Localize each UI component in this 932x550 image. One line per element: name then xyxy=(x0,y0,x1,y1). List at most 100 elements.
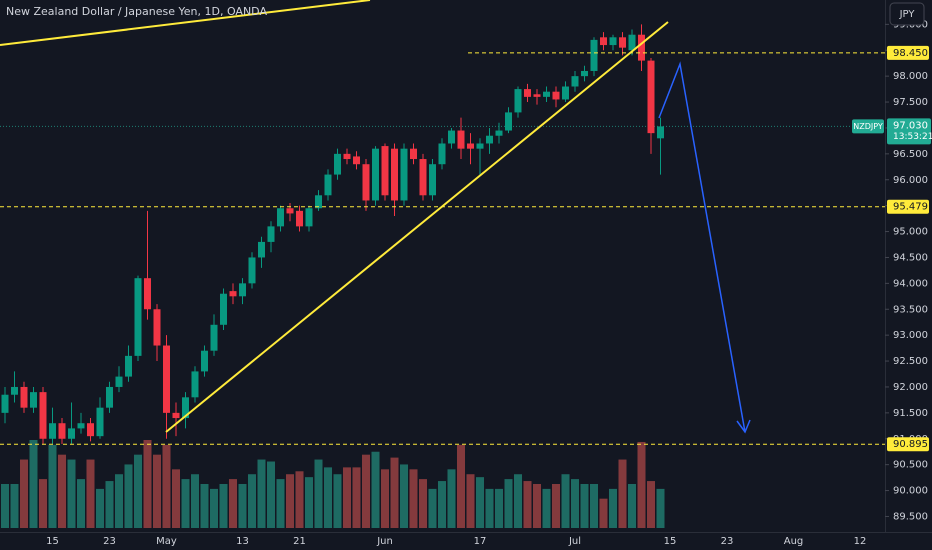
volume-bar xyxy=(305,477,313,528)
volume-bar xyxy=(343,467,351,528)
level-label-box xyxy=(887,437,929,452)
volume-bar xyxy=(637,441,646,528)
volume-bar xyxy=(314,459,323,528)
symbol-label: NZDJPY xyxy=(853,122,883,131)
arrow-head xyxy=(736,419,751,434)
candle-body xyxy=(267,226,275,242)
volume-bar xyxy=(143,440,152,528)
chart-title: New Zealand Dollar / Japanese Yen, 1D, O… xyxy=(6,5,267,18)
candle-body xyxy=(419,159,427,196)
x-tick-label: 13 xyxy=(236,536,249,547)
volume-bar xyxy=(229,479,237,528)
volume-bar xyxy=(105,481,114,528)
candle-body xyxy=(467,143,474,149)
x-tick-label: 15 xyxy=(46,536,59,547)
candle-body xyxy=(163,345,170,413)
projection-arrow xyxy=(658,61,746,433)
volume-bar xyxy=(400,464,408,528)
volume-bar xyxy=(523,481,532,528)
candle-body xyxy=(609,37,617,46)
volume-bar xyxy=(495,488,503,528)
candle-body xyxy=(125,355,132,377)
x-tick-label: 23 xyxy=(721,536,734,547)
currency-button[interactable] xyxy=(889,2,925,26)
volume-bar xyxy=(609,488,617,528)
y-tick-label: 90.000 xyxy=(893,486,928,497)
candle-body xyxy=(20,386,28,408)
trend-line xyxy=(0,0,371,46)
candle-body xyxy=(438,143,446,165)
candle-body xyxy=(448,130,455,144)
candle-body xyxy=(647,60,655,134)
volume-bar xyxy=(219,484,228,528)
candle-body xyxy=(11,386,18,395)
volume-bar xyxy=(115,474,123,528)
candle-body xyxy=(315,195,322,209)
y-tick-label: 92.000 xyxy=(893,382,928,393)
y-tick-label: 96.000 xyxy=(893,175,928,186)
candle-body xyxy=(182,397,189,419)
volume-bar xyxy=(210,488,218,528)
volume-bar xyxy=(324,467,332,528)
volume-bar xyxy=(447,469,456,528)
volume-bar xyxy=(295,471,304,528)
y-tick-label: 91.500 xyxy=(893,408,928,419)
volume-bar xyxy=(438,481,446,528)
volume-bar xyxy=(267,461,275,528)
candle-body xyxy=(229,291,237,297)
candle-body xyxy=(277,208,284,227)
y-tick-label: 96.500 xyxy=(893,149,928,160)
volume-bar xyxy=(86,459,95,528)
candle-body xyxy=(334,153,341,175)
volume-bar xyxy=(181,479,190,528)
volume-bar xyxy=(162,444,171,528)
candle-body xyxy=(58,423,66,439)
candle-body xyxy=(134,278,142,356)
candle-body xyxy=(49,423,56,439)
y-tick-label: 92.500 xyxy=(893,356,928,367)
y-tick-label: 94.000 xyxy=(893,278,928,289)
last-price-label: 97.030 xyxy=(893,120,928,131)
y-tick-label: 95.000 xyxy=(893,227,928,238)
candle-body xyxy=(144,278,151,310)
candle-body xyxy=(495,130,503,136)
candle-body xyxy=(505,112,512,131)
candle-body xyxy=(543,91,550,97)
volume-bar xyxy=(191,474,199,528)
volume-bar xyxy=(561,474,570,528)
candle-body xyxy=(590,39,598,71)
volume-bar xyxy=(10,484,19,528)
candle-body xyxy=(372,148,379,201)
volume-bar xyxy=(134,454,142,528)
candle-body xyxy=(220,293,227,325)
y-tick-label: 97.500 xyxy=(893,97,928,108)
volume-bar xyxy=(39,479,47,528)
level-label: 98.450 xyxy=(893,48,928,59)
volume-bar xyxy=(371,451,380,528)
volume-bar xyxy=(200,484,209,528)
volume-bar xyxy=(476,477,484,528)
currency-label[interactable]: JPY xyxy=(899,9,916,20)
candle-body xyxy=(400,148,408,201)
trend-line xyxy=(165,21,669,433)
volume-bar xyxy=(77,479,85,528)
x-tick-label: Jul xyxy=(568,536,581,547)
x-tick-label: Jun xyxy=(376,536,393,547)
volume-bar xyxy=(362,454,370,528)
y-tick-label: 90.500 xyxy=(893,460,928,471)
volume-bar xyxy=(409,469,418,528)
volume-bar xyxy=(29,440,38,528)
volume-bar xyxy=(67,459,76,528)
symbol-box xyxy=(852,119,884,134)
volume-bar xyxy=(153,454,161,528)
candle-body xyxy=(210,324,218,351)
volume-bar xyxy=(390,457,399,528)
candle-body xyxy=(533,94,541,97)
volume-bar xyxy=(485,488,494,528)
candle-body xyxy=(476,143,484,149)
candle-body xyxy=(201,350,208,372)
x-tick-label: 12 xyxy=(854,536,867,547)
candle-body xyxy=(68,428,75,439)
candle-body xyxy=(429,164,436,196)
